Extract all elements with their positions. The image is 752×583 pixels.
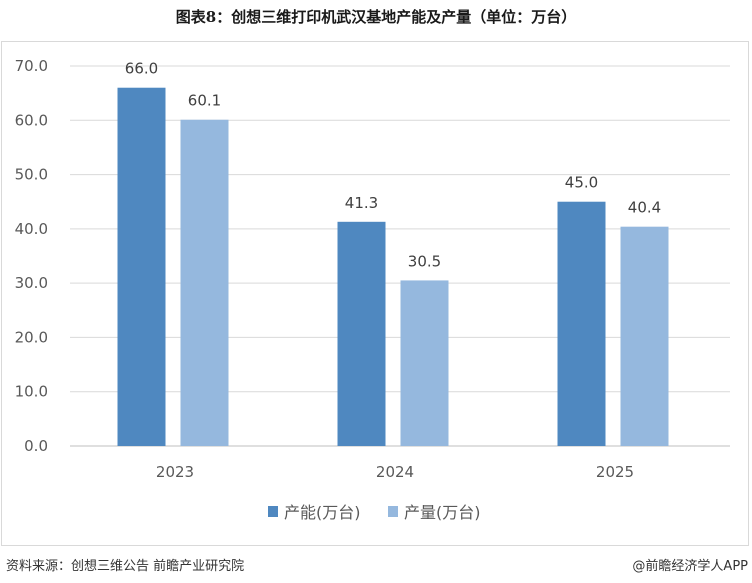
x-tick-label: 2023	[156, 463, 194, 481]
data-label: 60.1	[188, 92, 221, 110]
bar-capacity-2025	[557, 201, 606, 446]
data-label: 41.3	[345, 194, 378, 212]
legend-swatch	[268, 506, 278, 517]
bar-capacity-2023	[117, 87, 166, 446]
y-tick-label: 20.0	[15, 328, 48, 346]
y-tick-label: 0.0	[24, 437, 48, 455]
bar-output-2023	[180, 119, 229, 446]
data-label: 30.5	[408, 252, 441, 270]
x-tick-label: 2024	[376, 463, 414, 481]
source-note: 资料来源：创想三维公告 前瞻产业研究院	[6, 559, 245, 574]
bar-output-2025	[620, 226, 669, 446]
y-tick-label: 60.0	[15, 111, 48, 129]
data-label: 66.0	[125, 60, 158, 78]
bar-capacity-2024	[337, 221, 386, 446]
y-tick-label: 30.0	[15, 274, 48, 292]
data-label: 40.4	[628, 199, 661, 217]
legend-swatch	[388, 506, 398, 517]
y-tick-label: 40.0	[15, 220, 48, 238]
bar-chart: 0.0 10.0 20.0 30.0 40.0 50.0 60.0 70.0 66.0 60.1 2…	[15, 57, 730, 522]
legend-label: 产能(万台)	[284, 503, 361, 522]
chart-frame	[1, 41, 749, 546]
data-label: 45.0	[565, 174, 598, 192]
y-tick-label: 70.0	[15, 57, 48, 75]
y-tick-label: 10.0	[15, 383, 48, 401]
y-tick-label: 50.0	[15, 166, 48, 184]
brand-credit: @前瞻经济学人APP	[632, 559, 748, 574]
footer: 资料来源：创想三维公告 前瞻产业研究院 @前瞻经济学人APP	[0, 553, 752, 583]
x-tick-label: 2025	[596, 463, 634, 481]
chart-title: 图表8：创想三维打印机武汉基地产能及产量（单位：万台）	[175, 8, 577, 26]
legend-label: 产量(万台)	[404, 503, 481, 522]
bar-output-2024	[400, 280, 449, 446]
